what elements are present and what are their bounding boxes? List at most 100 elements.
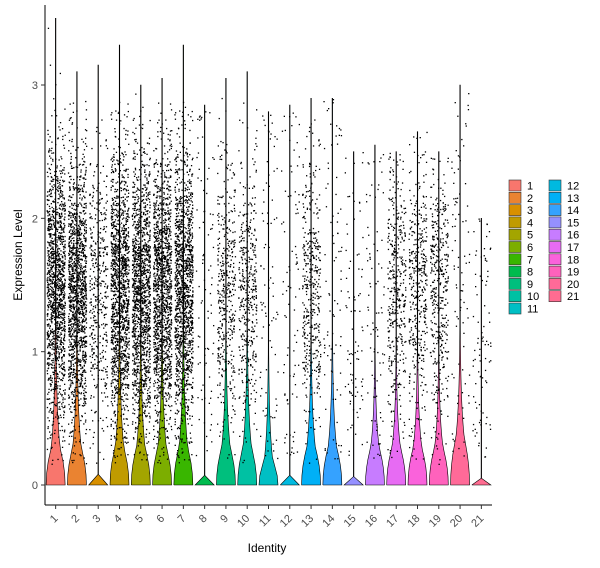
- data-point: [48, 318, 50, 321]
- data-point: [96, 165, 98, 168]
- data-point: [70, 252, 72, 254]
- data-point: [59, 259, 61, 261]
- data-point: [97, 277, 100, 279]
- data-point: [51, 411, 53, 413]
- data-point: [106, 341, 108, 343]
- data-point: [119, 377, 121, 380]
- data-point: [63, 431, 66, 433]
- data-point: [118, 274, 120, 277]
- data-point: [63, 144, 65, 146]
- data-point: [69, 432, 71, 434]
- data-point: [82, 340, 84, 342]
- data-point: [61, 205, 63, 207]
- data-point: [74, 306, 76, 308]
- data-point: [84, 342, 86, 344]
- data-point: [57, 178, 59, 180]
- data-point: [128, 279, 130, 281]
- data-point: [75, 149, 77, 151]
- data-point: [54, 174, 56, 177]
- data-point: [58, 248, 61, 250]
- violin-18: [407, 131, 428, 486]
- data-point: [149, 415, 151, 417]
- data-point: [96, 298, 99, 300]
- data-point: [85, 341, 87, 343]
- data-point: [115, 385, 117, 387]
- data-point: [76, 395, 79, 397]
- data-point: [120, 292, 122, 294]
- data-point: [97, 347, 99, 349]
- data-point: [79, 337, 81, 339]
- data-point: [52, 240, 55, 242]
- data-point: [103, 333, 106, 335]
- data-point: [72, 353, 74, 355]
- data-point: [78, 309, 80, 311]
- data-point: [54, 338, 56, 341]
- data-point: [63, 222, 65, 225]
- data-point: [75, 290, 77, 292]
- data-point: [76, 127, 78, 129]
- data-point: [69, 375, 71, 378]
- data-point: [91, 350, 93, 352]
- data-point: [56, 299, 58, 301]
- data-point: [124, 365, 126, 367]
- data-point: [62, 459, 64, 462]
- data-point: [115, 246, 117, 248]
- data-point: [95, 300, 97, 302]
- data-point: [85, 313, 87, 315]
- data-point: [114, 225, 116, 227]
- data-point: [75, 157, 77, 159]
- data-point: [51, 147, 53, 149]
- data-point: [83, 160, 85, 163]
- data-point: [146, 233, 148, 235]
- data-point: [57, 373, 59, 376]
- data-point: [116, 276, 118, 278]
- data-point: [47, 218, 50, 220]
- data-point: [68, 210, 70, 213]
- data-point: [70, 342, 72, 344]
- data-point: [115, 250, 117, 252]
- data-point: [115, 326, 118, 328]
- data-point: [100, 292, 102, 295]
- data-point: [61, 195, 63, 197]
- data-point: [125, 383, 127, 385]
- data-point: [78, 291, 80, 293]
- data-point: [73, 308, 75, 311]
- data-point: [73, 237, 75, 239]
- data-point: [54, 267, 56, 269]
- data-point: [89, 343, 91, 346]
- data-point: [48, 378, 50, 381]
- data-point: [79, 349, 81, 351]
- data-point: [49, 188, 52, 190]
- data-point: [56, 345, 59, 347]
- data-point: [122, 404, 124, 407]
- data-point: [55, 300, 57, 302]
- data-point: [50, 317, 53, 319]
- data-point: [115, 182, 117, 184]
- data-point: [53, 297, 55, 299]
- data-point: [53, 286, 56, 288]
- data-point: [119, 345, 121, 347]
- data-point: [79, 285, 81, 287]
- data-point: [60, 299, 62, 301]
- data-point: [121, 269, 123, 271]
- data-point: [113, 357, 115, 359]
- data-point: [143, 269, 145, 271]
- data-point: [113, 330, 115, 332]
- data-point: [59, 302, 61, 304]
- data-point: [120, 247, 122, 249]
- data-point: [99, 193, 102, 195]
- data-point: [76, 184, 78, 186]
- data-point: [53, 272, 55, 274]
- data-point: [123, 256, 125, 259]
- data-point: [101, 324, 103, 326]
- data-point: [84, 336, 86, 338]
- data-point: [50, 245, 52, 247]
- data-point: [63, 228, 65, 230]
- data-point: [72, 249, 74, 251]
- data-point: [93, 329, 95, 331]
- data-point: [59, 232, 61, 234]
- data-point: [80, 290, 82, 292]
- data-point: [119, 123, 121, 125]
- data-point: [61, 394, 63, 396]
- data-point: [51, 306, 53, 309]
